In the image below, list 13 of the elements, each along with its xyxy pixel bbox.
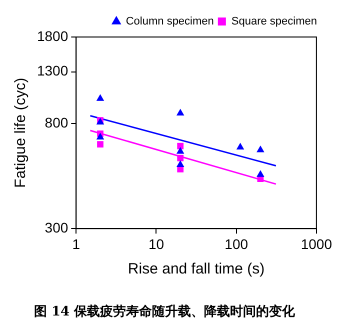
legend-label: Column specimen xyxy=(126,16,214,28)
x-tick-label: 10 xyxy=(148,236,164,252)
x-tick-label: 1 xyxy=(72,236,80,252)
y-tick-label: 1300 xyxy=(36,62,68,79)
y-axis-title: Fatigue life (cyc) xyxy=(12,78,30,188)
x-axis-title: Rise and fall time (s) xyxy=(128,260,265,278)
y-tick-label: 1800 xyxy=(36,28,68,44)
legend-label: Square specimen xyxy=(231,16,318,28)
x-tick-label: 100 xyxy=(224,236,248,252)
text: 图 14 保载疲劳寿命随升载、降载时间的变化 xyxy=(34,304,296,320)
y-tick-label: 800 xyxy=(44,114,68,131)
x-tick-label: 1000 xyxy=(300,236,332,252)
y-tick-label: 300 xyxy=(44,219,68,236)
